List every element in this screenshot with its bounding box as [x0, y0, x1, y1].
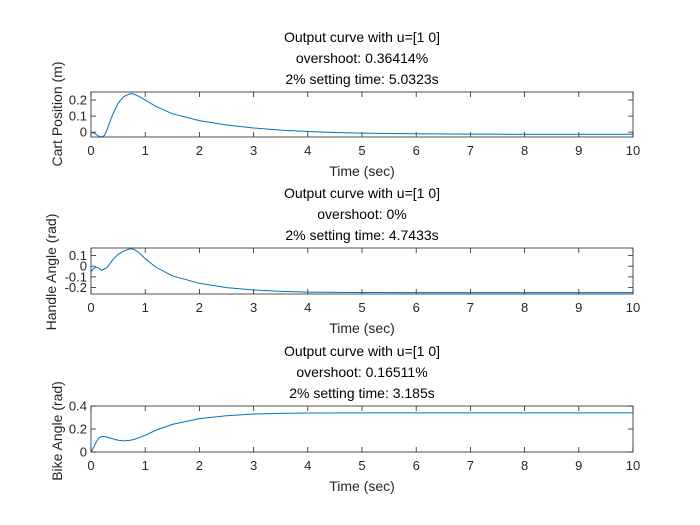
- x-tick-label: 1: [142, 143, 149, 158]
- x-tick-label: 7: [467, 300, 474, 315]
- x-tick-label: 6: [413, 458, 420, 473]
- subplot-1-y-axis-label: Cart Position (m): [49, 61, 65, 166]
- subplot-1-title-line-3: 2% setting time: 5.0323s: [285, 71, 438, 87]
- y-tick-label: 0.1: [69, 109, 87, 124]
- y-tick-label: -0.1: [65, 269, 87, 284]
- x-tick-label: 1: [142, 300, 149, 315]
- y-tick-label: 0: [80, 125, 87, 140]
- subplot-1-title-line-2: overshoot: 0.36414%: [296, 50, 428, 66]
- x-tick-label: 4: [304, 143, 311, 158]
- y-tick-label: 0: [80, 259, 87, 274]
- x-tick-label: 6: [413, 143, 420, 158]
- x-tick-label: 9: [575, 143, 582, 158]
- y-tick-label: 0.2: [69, 93, 87, 108]
- x-tick-label: 7: [467, 143, 474, 158]
- subplot-1-title-line-1: Output curve with u=[1 0]: [284, 29, 440, 45]
- x-tick-label: 10: [626, 300, 640, 315]
- subplot-2-data-line: [90, 248, 633, 294]
- subplot-3-axes-box: [90, 405, 634, 453]
- x-tick-label: 5: [358, 458, 365, 473]
- x-tick-label: 1: [142, 458, 149, 473]
- x-tick-label: 8: [521, 143, 528, 158]
- subplot-2-axes-box: [90, 247, 634, 295]
- subplot-1-y-ticks: 00.10.2: [69, 93, 633, 140]
- subplot-bike-angle: Output curve with u=[1 0] overshoot: 0.1…: [49, 343, 640, 494]
- subplot-2-x-axis-label: Time (sec): [329, 320, 395, 336]
- subplot-2-y-axis-label: Handle Angle (rad): [43, 214, 59, 331]
- x-tick-label: 8: [521, 300, 528, 315]
- y-tick-label: 0.1: [69, 248, 87, 263]
- x-tick-label: 0: [87, 143, 94, 158]
- subplot-3-x-ticks: 0 1 2 3 4 5 6 7 8 9 10: [87, 406, 640, 473]
- subplot-3-title-line-3: 2% setting time: 3.185s: [289, 385, 435, 401]
- subplot-3-data-line: [90, 412, 633, 453]
- x-tick-label: 4: [304, 458, 311, 473]
- subplot-2-title-line-2: overshoot: 0%: [317, 206, 407, 222]
- subplot-1-x-axis-label: Time (sec): [329, 163, 395, 179]
- subplot-3-y-axis-label: Bike Angle (rad): [49, 381, 65, 481]
- subplot-3-title-line-2: overshoot: 0.16511%: [296, 364, 427, 380]
- x-tick-label: 9: [575, 300, 582, 315]
- y-tick-label: 0.4: [69, 399, 87, 414]
- x-tick-label: 3: [250, 300, 257, 315]
- x-tick-label: 2: [196, 458, 203, 473]
- y-tick-label: -0.2: [65, 280, 87, 295]
- subplot-2-y-ticks: 0.10-0.1-0.2: [65, 248, 633, 295]
- subplot-2-title-line-1: Output curve with u=[1 0]: [284, 185, 440, 201]
- x-tick-label: 5: [358, 300, 365, 315]
- x-tick-label: 5: [358, 143, 365, 158]
- x-tick-label: 4: [304, 300, 311, 315]
- subplot-cart-position: Output curve with u=[1 0] overshoot: 0.3…: [49, 29, 640, 179]
- subplot-handle-angle: Output curve with u=[1 0] overshoot: 0% …: [43, 185, 640, 336]
- x-tick-label: 10: [626, 458, 640, 473]
- x-tick-label: 3: [250, 143, 257, 158]
- x-tick-label: 2: [196, 143, 203, 158]
- subplot-3-x-axis-label: Time (sec): [329, 478, 395, 494]
- subplot-1-data-line: [90, 93, 633, 138]
- x-tick-label: 0: [87, 458, 94, 473]
- subplot-3-title-line-1: Output curve with u=[1 0]: [284, 343, 440, 359]
- x-tick-label: 3: [250, 458, 257, 473]
- x-tick-label: 10: [626, 143, 640, 158]
- x-tick-label: 6: [413, 300, 420, 315]
- y-tick-label: 0.2: [69, 422, 87, 437]
- subplot-2-x-ticks: 0 1 2 3 4 5 6 7 8 9 10: [87, 248, 640, 315]
- x-tick-label: 0: [87, 300, 94, 315]
- y-tick-label: 0: [80, 445, 87, 460]
- x-tick-label: 7: [467, 458, 474, 473]
- x-tick-label: 8: [521, 458, 528, 473]
- subplot-2-title-line-3: 2% setting time: 4.7433s: [285, 227, 438, 243]
- x-tick-label: 2: [196, 300, 203, 315]
- subplot-1-axes-box: [90, 91, 634, 138]
- x-tick-label: 9: [575, 458, 582, 473]
